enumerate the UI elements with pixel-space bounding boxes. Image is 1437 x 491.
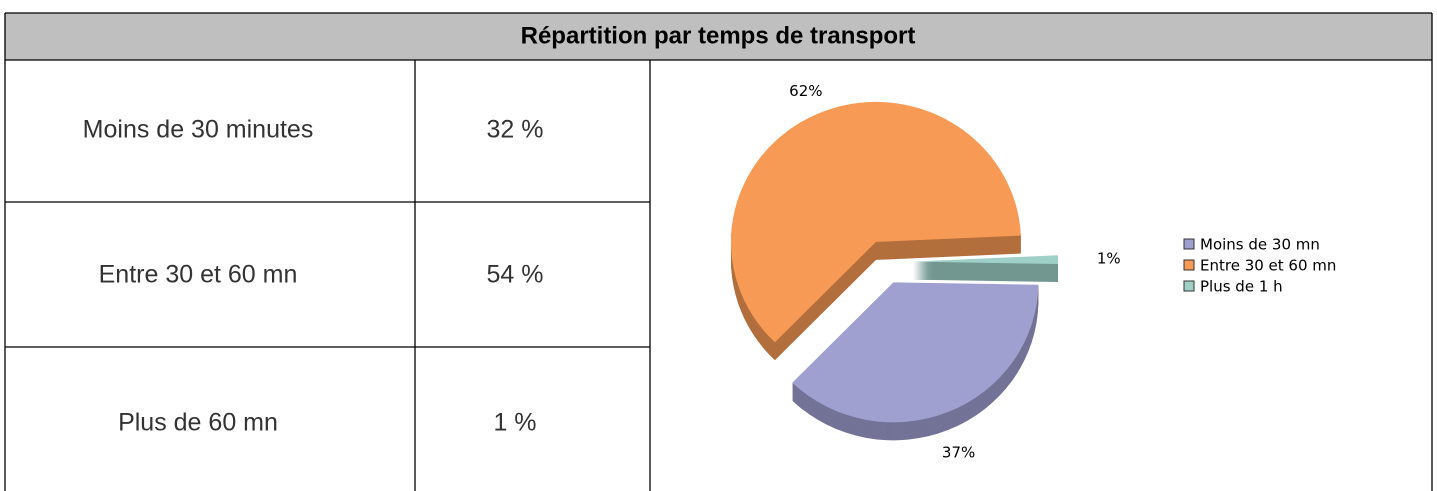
value-label: 1% bbox=[1097, 249, 1121, 267]
value-label: 37% bbox=[942, 444, 975, 462]
legend-label: Plus de 1 h bbox=[1200, 278, 1283, 296]
header-band bbox=[5, 13, 1432, 60]
table-frame bbox=[4, 12, 1433, 491]
header-title: Répartition par temps de transport bbox=[521, 22, 916, 49]
legend-swatch bbox=[1183, 280, 1195, 292]
pie-slice bbox=[912, 255, 1058, 265]
row-value: 32 % bbox=[487, 116, 544, 144]
legend-label: Entre 30 et 60 mn bbox=[1200, 257, 1336, 275]
row-label: Entre 30 et 60 mn bbox=[99, 261, 298, 289]
row-label: Plus de 60 mn bbox=[118, 409, 278, 437]
value-label: 62% bbox=[789, 82, 822, 100]
row-value: 54 % bbox=[487, 261, 544, 289]
legend-swatch bbox=[1183, 238, 1195, 250]
legend-swatch bbox=[1183, 259, 1195, 271]
row-value: 1 % bbox=[493, 409, 536, 437]
pie-slice bbox=[730, 101, 1021, 343]
pie-slice bbox=[792, 282, 1039, 423]
legend-label: Moins de 30 mn bbox=[1200, 236, 1320, 254]
row-label: Moins de 30 minutes bbox=[83, 116, 314, 144]
